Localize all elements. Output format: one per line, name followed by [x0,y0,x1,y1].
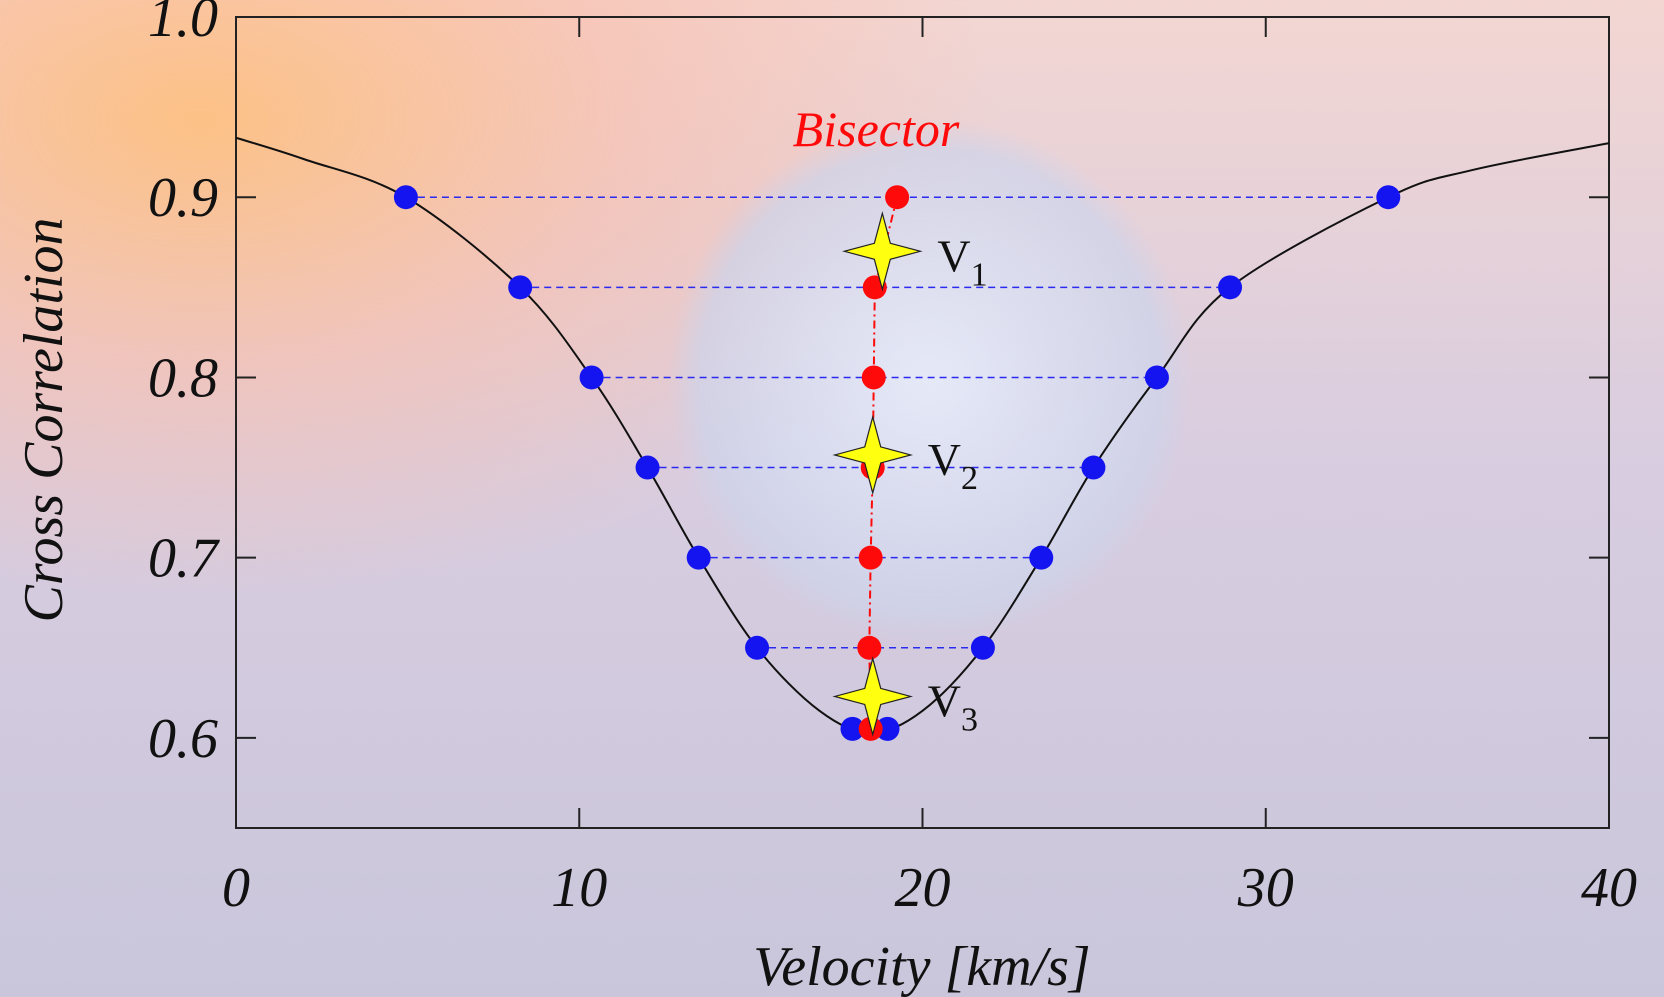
curve [236,138,1609,733]
level-point [1145,365,1169,389]
level-point [508,275,532,299]
level-point [394,185,418,209]
x-tick-label: 30 [1237,857,1294,919]
bisector-point [862,365,886,389]
star-label: V2 [928,434,978,497]
star-label-main: V [928,675,961,726]
star-label-sub: 3 [961,701,978,738]
y-tick-label: 0.7 [148,528,220,590]
level-point [1081,456,1105,480]
level-point [1218,275,1242,299]
level-point [745,636,769,660]
star-label: V3 [928,675,978,738]
level-point [580,365,604,389]
star-label-sub: 2 [961,460,978,497]
level-point [687,546,711,570]
level-point [636,456,660,480]
y-tick-label: 1.0 [148,0,218,49]
bisector-point [885,185,909,209]
y-tick-label: 0.9 [148,167,218,229]
level-point [971,636,995,660]
x-tick-label: 40 [1581,857,1637,919]
bisector-point [857,636,881,660]
x-tick-label: 0 [222,857,250,919]
x-tick-label: 10 [551,857,607,919]
y-axis-label: Cross Correlation [13,217,75,622]
star [835,417,911,493]
star-label: V1 [937,230,987,293]
y-tick-label: 0.6 [148,708,218,770]
level-point [1029,546,1053,570]
y-tick-label: 0.8 [148,347,218,409]
star [844,213,920,289]
page: Velocity [km/s] Cross Correlation 0 10 20 3… [0,0,1664,997]
level-point [1376,185,1400,209]
star-label-sub: 1 [971,256,988,293]
star-label-main: V [937,230,970,281]
chart: Velocity [km/s] Cross Correlation 0 10 20 3… [0,0,1664,997]
star-label-main: V [928,434,961,485]
x-tick-label: 20 [895,857,951,919]
bisector-point [859,546,883,570]
bisector-label: Bisector [793,101,960,157]
x-axis-label: Velocity [km/s] [753,936,1090,997]
